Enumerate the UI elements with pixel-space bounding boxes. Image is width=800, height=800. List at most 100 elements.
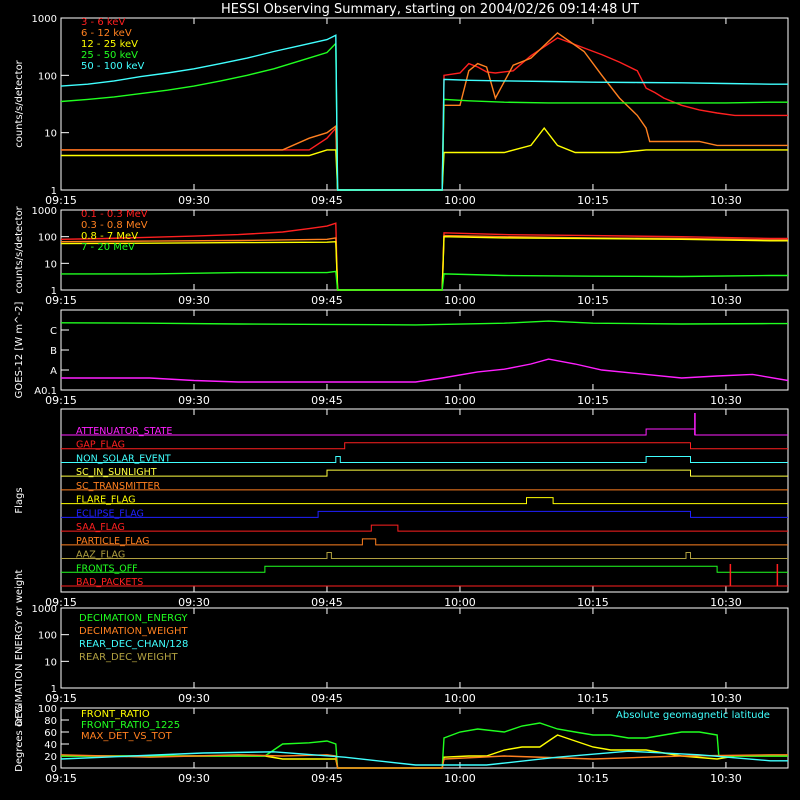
series-line-lo_energy-1: [61, 31, 788, 191]
x-tick-label: 09:15: [45, 692, 77, 705]
flag-label: AAZ_FLAG: [76, 550, 125, 561]
x-tick-label: 10:15: [577, 772, 609, 785]
flag-line: [61, 524, 788, 532]
x-tick-label: 09:15: [45, 596, 77, 609]
x-tick-label: 09:30: [178, 294, 210, 307]
axes-frame: [60, 408, 789, 593]
legend-entry: 25 - 50 keV: [81, 50, 138, 61]
x-tick-label: 09:15: [45, 194, 77, 207]
flag-label: ECLIPSE_FLAG: [76, 508, 144, 519]
x-tick-label: 09:15: [45, 772, 77, 785]
y-tick-label: 1: [51, 186, 57, 197]
plot-title: HESSI Observing Summary, starting on 200…: [221, 2, 639, 17]
panel-lo_energy: 09:15 09:30 09:45 10:00 10:15 10:30 counts/s/d…: [14, 14, 789, 207]
y-axis-label: Flags: [14, 487, 25, 513]
series-line-lo_energy-4: [60, 34, 788, 191]
panel-hi_energy: 09:15 09:30 09:45 10:00 10:15 10:30 counts/s/d…: [14, 205, 789, 307]
flag-label: NON_SOLAR_EVENT: [76, 453, 171, 464]
legend-entry: REAR_DEC_WEIGHT: [79, 652, 178, 663]
y-tick-label: 1000: [32, 604, 57, 615]
flag-line: [61, 538, 788, 546]
flag-label: FLARE_FLAG: [76, 495, 136, 506]
flag-label: GAP_FLAG: [76, 440, 125, 451]
legend-entry: 0.8 - 7 MeV: [81, 231, 138, 242]
flag-line: [61, 428, 788, 436]
x-tick-label: 10:30: [710, 294, 742, 307]
y-tick-label: C: [50, 326, 57, 337]
y-axis-label: counts/s/detector: [14, 205, 25, 293]
axes-frame: [60, 607, 789, 689]
legend-entry: DECIMATION_ENERGY: [79, 613, 188, 624]
y-tick-label: 20: [44, 752, 57, 763]
flag-label: SC_IN_SUNLIGHT: [76, 467, 157, 478]
y-tick-label: 10: [44, 657, 57, 668]
flag-label: SAA_FLAG: [76, 522, 125, 533]
x-tick-label: 09:15: [45, 294, 77, 307]
x-tick-label: 10:00: [444, 596, 476, 609]
flag-line: [61, 442, 788, 450]
legend-entry: DECIMATION_WEIGHT: [79, 626, 188, 637]
y-tick-label: 100: [38, 233, 57, 244]
legend-entry: FRONT_RATIO: [81, 709, 150, 720]
x-tick-label: 09:45: [311, 194, 343, 207]
x-tick-label: 10:00: [444, 394, 476, 407]
y-axis-label: Degrees or %: [14, 704, 25, 772]
x-tick-label: 09:45: [311, 596, 343, 609]
x-tick-label: 10:30: [710, 772, 742, 785]
flag-label: PARTICLE_FLAG: [76, 536, 149, 547]
x-tick-label: 09:30: [178, 692, 210, 705]
x-tick-label: 10:00: [444, 294, 476, 307]
x-tick-label: 10:15: [577, 692, 609, 705]
flag-line: [61, 469, 788, 477]
x-tick-label: 09:30: [178, 194, 210, 207]
x-tick-label: 10:15: [577, 294, 609, 307]
series-line-hi_energy-0: [60, 222, 788, 291]
panel-ratios: 09:15 09:30 09:45 10:00 10:15 10:30 Degrees or…: [14, 704, 789, 785]
x-tick-label: 09:45: [311, 692, 343, 705]
y-tick-label: 100: [38, 71, 57, 82]
y-tick-label: 80: [44, 716, 57, 727]
series-line-goes-1: [61, 358, 789, 383]
y-tick-label: A0.1: [34, 386, 57, 397]
y-tick-label: 0: [51, 764, 57, 775]
legend-entry: 12 - 25 keV: [81, 39, 138, 50]
legend-entry: Absolute geomagnetic latitude: [616, 710, 770, 721]
y-tick-label: 1000: [32, 206, 57, 217]
axes-frame: [60, 209, 789, 291]
y-axis-label: DECIMATION ENERGY or weight: [14, 569, 25, 726]
series-line-ratios-2: [60, 754, 788, 769]
legend-entry: FRONT_RATIO_1225: [81, 720, 180, 731]
y-tick-label: A: [50, 366, 57, 377]
legend-entry: 50 - 100 keV: [81, 61, 145, 72]
x-tick-label: 09:15: [45, 394, 77, 407]
legend-entry: 0.1 - 0.3 MeV: [81, 209, 148, 220]
y-tick-label: 100: [38, 631, 57, 642]
series-line-goes-0: [60, 320, 788, 326]
x-tick-label: 10:15: [577, 394, 609, 407]
x-tick-label: 09:45: [311, 294, 343, 307]
legend-entry: REAR_DEC_CHAN/128: [79, 639, 188, 650]
panel-decimation: 09:15 09:30 09:45 10:00 10:15 10:30 DECIMATION…: [14, 569, 789, 726]
y-tick-label: 10: [44, 259, 57, 270]
y-tick-label: 10: [44, 129, 57, 140]
flag-line: [61, 565, 788, 573]
x-tick-label: 10:30: [710, 596, 742, 609]
flag-label: SC_TRANSMITTER: [76, 481, 161, 492]
series-line-hi_energy-2: [60, 235, 788, 291]
flag-line: [61, 552, 788, 560]
series-line-lo_energy-3: [60, 41, 788, 191]
x-tick-label: 10:00: [444, 772, 476, 785]
x-tick-label: 10:15: [577, 596, 609, 609]
flag-label: FRONTS_OFF: [76, 563, 138, 574]
flag-label: BAD_PACKETS: [76, 577, 143, 588]
series-line-hi_energy-3: [61, 270, 788, 291]
flag-line: [61, 497, 788, 505]
series-line-lo_energy-2: [61, 126, 788, 191]
panels-group: 09:15 09:30 09:45 10:00 10:15 10:30 counts/s/d…: [14, 14, 789, 785]
flag-label: ATTENUATOR_STATE: [76, 426, 172, 437]
legend-entry: 0.3 - 0.8 MeV: [81, 220, 148, 231]
y-tick-label: 60: [44, 728, 57, 739]
x-tick-label: 10:30: [710, 394, 742, 407]
series-line-ratios-3: [60, 750, 788, 766]
